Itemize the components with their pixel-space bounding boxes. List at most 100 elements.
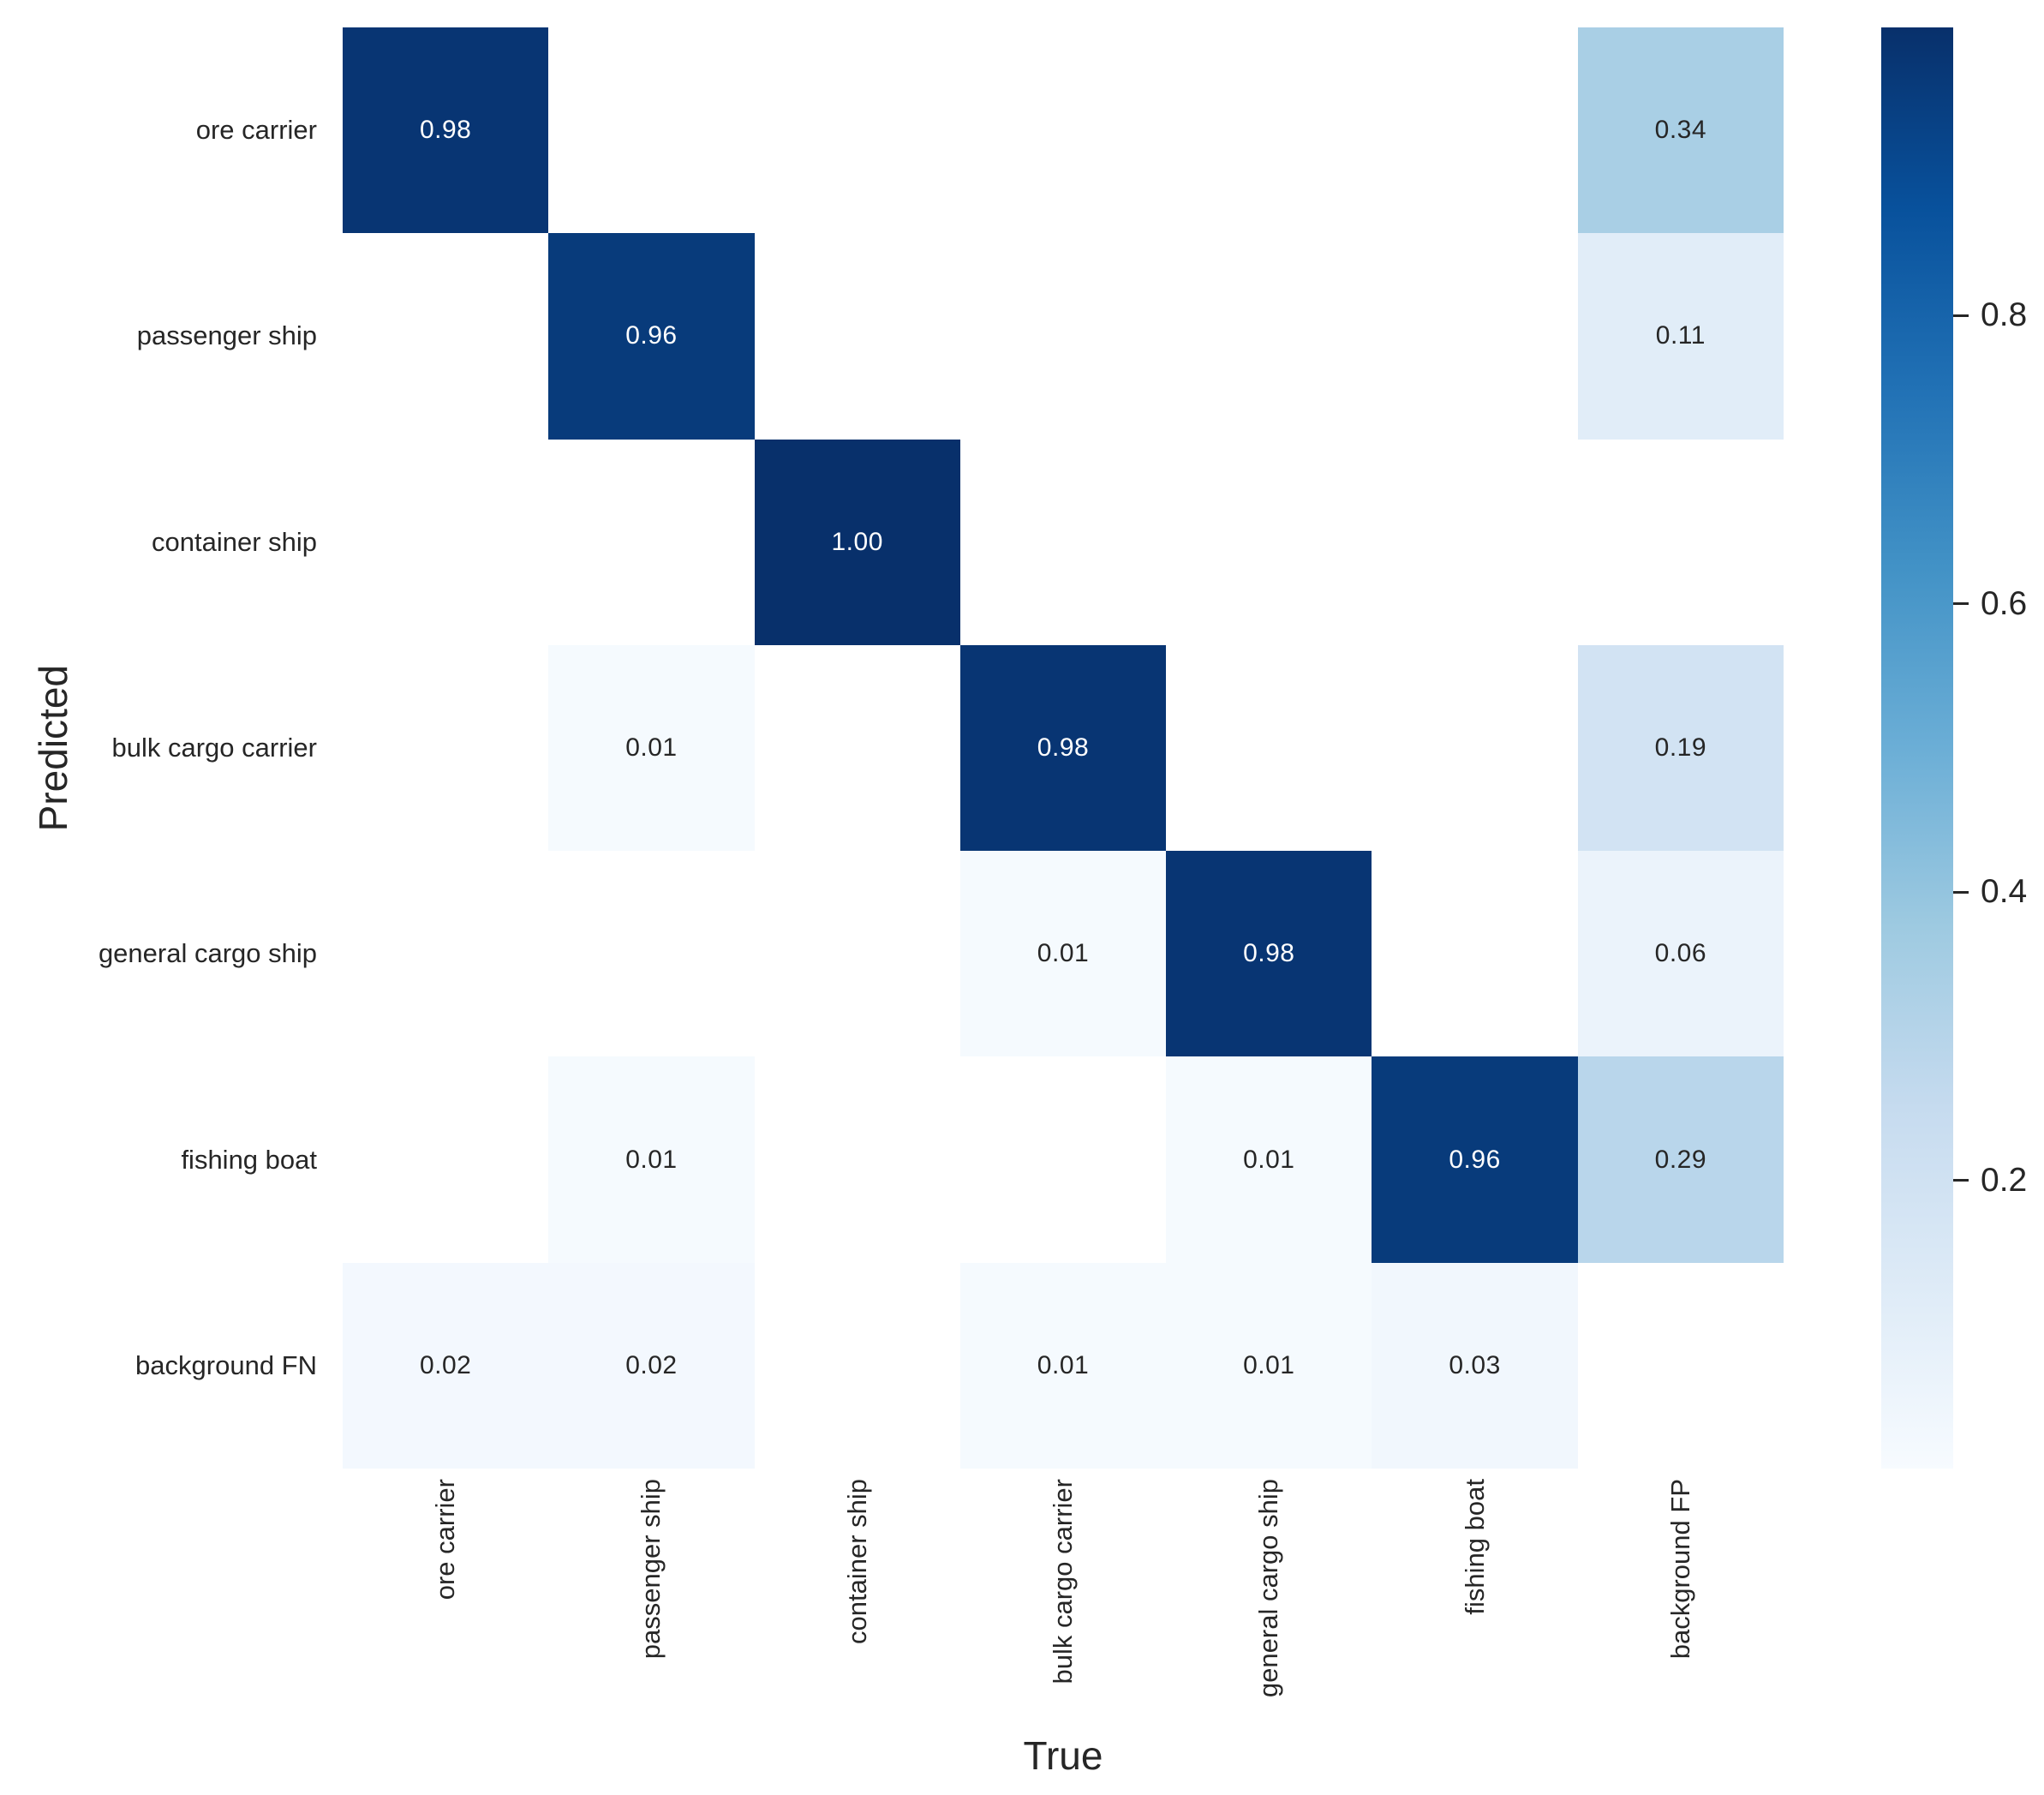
cell-value: 0.98 bbox=[1243, 939, 1295, 968]
colorbar-tick-mark bbox=[1953, 314, 1969, 317]
y-tick-label: fishing boat bbox=[181, 1144, 317, 1175]
y-tick-label: container ship bbox=[151, 526, 317, 557]
heatmap-cell-r5c0 bbox=[343, 1056, 549, 1263]
heatmap-cell-r5c5: 0.96 bbox=[1372, 1056, 1578, 1263]
x-tick-label-slot: background FP bbox=[1578, 1479, 1784, 1736]
heatmap-cell-r0c1 bbox=[548, 27, 755, 234]
heatmap-cell-r6c5: 0.03 bbox=[1372, 1262, 1578, 1469]
heatmap-cell-r0c5 bbox=[1372, 27, 1578, 234]
heatmap-cell-r4c5 bbox=[1372, 851, 1578, 1057]
heatmap-cell-r3c0 bbox=[343, 644, 549, 852]
heatmap-cell-r3c4 bbox=[1166, 644, 1372, 852]
heatmap-cell-r4c2 bbox=[754, 851, 960, 1057]
x-tick-label: bulk cargo carrier bbox=[1047, 1479, 1078, 1684]
colorbar-gradient bbox=[1881, 27, 1953, 1469]
cell-value: 0.01 bbox=[1037, 939, 1090, 968]
heatmap-cell-r2c2: 1.00 bbox=[754, 439, 960, 645]
heatmap-cell-r6c2 bbox=[754, 1262, 960, 1469]
cell-value: 0.02 bbox=[625, 1350, 678, 1379]
heatmap-cell-r6c6 bbox=[1577, 1262, 1784, 1469]
y-tick-labels: ore carrier passenger ship container ship b… bbox=[0, 27, 317, 1469]
x-tick-label-slot: ore carrier bbox=[343, 1479, 548, 1736]
x-tick-label-slot: container ship bbox=[755, 1479, 960, 1736]
x-tick-label: fishing boat bbox=[1459, 1479, 1490, 1615]
cell-value: 0.01 bbox=[1037, 1350, 1090, 1379]
heatmap-cell-r4c3: 0.01 bbox=[959, 851, 1167, 1057]
heatmap-cell-r1c5 bbox=[1372, 233, 1578, 440]
cell-value: 0.29 bbox=[1654, 1145, 1707, 1174]
heatmap-grid: 0.98 0.34 0.96 0.11 1.00 0.01 0.98 0.19 0.01 0.98… bbox=[343, 27, 1784, 1469]
heatmap-cell-r0c2 bbox=[754, 27, 960, 234]
heatmap-cell-r5c2 bbox=[754, 1056, 960, 1263]
heatmap-cell-r6c1: 0.02 bbox=[548, 1262, 755, 1469]
heatmap-cell-r2c5 bbox=[1372, 439, 1578, 645]
y-tick-label: ore carrier bbox=[195, 115, 317, 146]
heatmap-cell-r3c6: 0.19 bbox=[1577, 644, 1784, 852]
heatmap-cell-r6c0: 0.02 bbox=[343, 1262, 549, 1469]
cell-value: 0.06 bbox=[1654, 939, 1707, 968]
x-tick-label-slot: fishing boat bbox=[1372, 1479, 1577, 1736]
heatmap-cell-r5c6: 0.29 bbox=[1577, 1056, 1784, 1263]
heatmap-cell-r6c3: 0.01 bbox=[959, 1262, 1167, 1469]
heatmap-cell-r2c1 bbox=[548, 439, 755, 645]
cell-value: 0.01 bbox=[1243, 1350, 1295, 1379]
x-tick-label-slot: passenger ship bbox=[548, 1479, 754, 1736]
heatmap-cell-r0c3 bbox=[959, 27, 1167, 234]
colorbar-tick-mark bbox=[1953, 890, 1969, 894]
heatmap-cell-r4c6: 0.06 bbox=[1577, 851, 1784, 1057]
cell-value: 0.96 bbox=[625, 321, 678, 350]
cell-value: 0.96 bbox=[1449, 1145, 1501, 1174]
heatmap-cell-r5c3 bbox=[959, 1056, 1167, 1263]
heatmap-cell-r5c1: 0.01 bbox=[548, 1056, 755, 1263]
heatmap-cell-r3c2 bbox=[754, 644, 960, 852]
heatmap-cell-r1c2 bbox=[754, 233, 960, 440]
cell-value: 0.19 bbox=[1654, 733, 1707, 762]
cell-value: 0.98 bbox=[1037, 733, 1090, 762]
y-tick-label: general cargo ship bbox=[98, 938, 317, 969]
heatmap-cell-r1c3 bbox=[959, 233, 1167, 440]
heatmap-cell-r5c4: 0.01 bbox=[1166, 1056, 1372, 1263]
heatmap-cell-r1c4 bbox=[1166, 233, 1372, 440]
colorbar-tick-mark bbox=[1953, 1179, 1969, 1182]
heatmap-cell-r2c0 bbox=[343, 439, 549, 645]
cell-value: 0.01 bbox=[625, 1145, 678, 1174]
heatmap-cell-r2c3 bbox=[959, 439, 1167, 645]
x-tick-label: general cargo ship bbox=[1253, 1479, 1284, 1698]
colorbar-tick-label: 0.8 bbox=[1981, 296, 2028, 334]
cell-value: 0.02 bbox=[419, 1350, 472, 1379]
y-tick-label: passenger ship bbox=[136, 320, 317, 351]
heatmap-cell-r6c4: 0.01 bbox=[1166, 1262, 1372, 1469]
y-tick-label: background FN bbox=[135, 1349, 317, 1380]
heatmap-cell-r1c0 bbox=[343, 233, 549, 440]
x-tick-label: background FP bbox=[1664, 1479, 1695, 1660]
cell-value: 0.11 bbox=[1655, 321, 1706, 350]
heatmap-cell-r4c4: 0.98 bbox=[1166, 851, 1372, 1057]
heatmap-cell-r0c0: 0.98 bbox=[343, 27, 549, 234]
heatmap-cell-r4c0 bbox=[343, 851, 549, 1057]
heatmap-cell-r3c5 bbox=[1372, 644, 1578, 852]
cell-value: 0.98 bbox=[419, 116, 472, 145]
heatmap-cell-r0c4 bbox=[1166, 27, 1372, 234]
heatmap-cell-r2c6 bbox=[1577, 439, 1784, 645]
heatmap-cell-r1c6: 0.11 bbox=[1577, 233, 1784, 440]
colorbar-tick-label: 0.4 bbox=[1981, 873, 2028, 911]
colorbar-tick-mark bbox=[1953, 602, 1969, 606]
heatmap-cell-r1c1: 0.96 bbox=[548, 233, 755, 440]
heatmap-cell-r4c1 bbox=[548, 851, 755, 1057]
cell-value: 0.01 bbox=[625, 733, 678, 762]
x-tick-label-slot: bulk cargo carrier bbox=[960, 1479, 1166, 1736]
colorbar-tick-label: 0.6 bbox=[1981, 584, 2028, 622]
cell-value: 1.00 bbox=[831, 527, 883, 556]
x-axis-title: True bbox=[1023, 1733, 1103, 1778]
colorbar-tick-label: 0.2 bbox=[1981, 1161, 2028, 1199]
x-tick-label: passenger ship bbox=[636, 1479, 666, 1660]
y-tick-label: bulk cargo carrier bbox=[111, 732, 317, 763]
x-tick-label: ore carrier bbox=[430, 1479, 461, 1601]
x-tick-label: container ship bbox=[841, 1479, 872, 1645]
heatmap-cell-r3c1: 0.01 bbox=[548, 644, 755, 852]
cell-value: 0.03 bbox=[1449, 1350, 1501, 1379]
cell-value: 0.01 bbox=[1243, 1145, 1295, 1174]
x-tick-labels: ore carrier passenger ship container ship b… bbox=[343, 1479, 1784, 1736]
heatmap-cell-r0c6: 0.34 bbox=[1577, 27, 1784, 234]
